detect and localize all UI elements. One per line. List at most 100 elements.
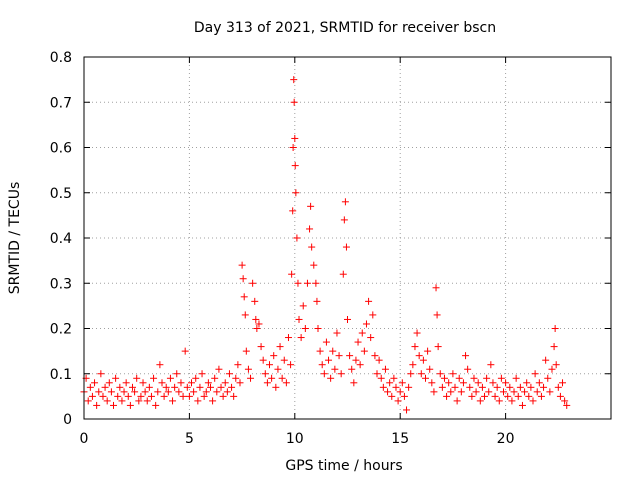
data-point — [392, 383, 400, 391]
data-point — [272, 383, 280, 391]
y-tick-label: 0.5 — [50, 186, 72, 202]
data-point — [225, 370, 233, 378]
data-point — [293, 234, 301, 242]
data-point — [318, 361, 326, 369]
data-point — [280, 356, 288, 364]
data-point — [120, 388, 128, 396]
data-point — [371, 352, 379, 360]
data-point — [360, 347, 368, 355]
data-point — [352, 356, 360, 364]
data-point — [128, 383, 136, 391]
data-point — [544, 374, 552, 382]
data-point — [322, 338, 330, 346]
data-point — [386, 379, 394, 387]
data-point — [464, 365, 472, 373]
data-point — [232, 374, 240, 382]
data-point — [310, 261, 318, 269]
data-point — [204, 379, 212, 387]
data-point — [270, 352, 278, 360]
data-point — [518, 401, 526, 409]
data-point — [307, 202, 315, 210]
data-point — [403, 406, 411, 414]
data-point — [202, 388, 210, 396]
data-point — [213, 388, 221, 396]
data-point — [325, 356, 333, 364]
data-point — [367, 334, 375, 342]
data-point — [251, 297, 259, 305]
data-point — [354, 338, 362, 346]
data-point — [276, 343, 284, 351]
data-point — [375, 356, 383, 364]
data-point — [292, 189, 300, 197]
data-point — [499, 388, 507, 396]
data-point — [440, 374, 448, 382]
data-point — [548, 365, 556, 373]
data-point — [447, 388, 455, 396]
data-point — [101, 383, 109, 391]
data-point — [495, 397, 503, 405]
data-point — [512, 374, 520, 382]
data-point — [93, 401, 101, 409]
data-point — [114, 392, 122, 400]
data-point — [179, 392, 187, 400]
data-point — [160, 392, 168, 400]
data-point — [379, 383, 387, 391]
data-point — [362, 320, 370, 328]
data-point — [462, 352, 470, 360]
data-point — [400, 392, 408, 400]
data-point — [533, 388, 541, 396]
data-point — [86, 383, 94, 391]
y-tick-label: 0.7 — [50, 95, 72, 111]
data-point — [384, 388, 392, 396]
data-point — [502, 379, 510, 387]
data-point — [247, 374, 255, 382]
data-point — [451, 383, 459, 391]
data-point — [554, 383, 562, 391]
data-point — [561, 397, 569, 405]
data-point — [181, 347, 189, 355]
data-point — [152, 401, 160, 409]
data-point — [116, 383, 124, 391]
data-point — [327, 374, 335, 382]
data-point — [508, 397, 516, 405]
data-point — [263, 379, 271, 387]
data-point — [294, 279, 302, 287]
data-point — [206, 383, 214, 391]
data-point — [409, 361, 417, 369]
data-point — [340, 216, 348, 224]
data-point — [388, 392, 396, 400]
data-point — [215, 365, 223, 373]
data-point — [143, 397, 151, 405]
data-point — [185, 392, 193, 400]
data-point — [396, 388, 404, 396]
x-tick-label: 20 — [497, 431, 515, 447]
axes: 0 5 10 15 20 0 0.1 0.2 0.3 0.4 0.5 0.6 0.7 0.8 — [50, 50, 611, 447]
data-point — [156, 361, 164, 369]
data-point — [217, 383, 225, 391]
data-point — [242, 347, 250, 355]
data-point — [433, 311, 441, 319]
data-point — [288, 270, 296, 278]
data-point — [551, 325, 559, 332]
data-point — [394, 397, 402, 405]
data-point — [421, 374, 429, 382]
data-point — [552, 361, 560, 369]
data-point — [525, 392, 533, 400]
data-point — [424, 347, 432, 355]
data-point — [419, 356, 427, 364]
data-point — [358, 329, 366, 337]
y-tick-label: 0.3 — [50, 276, 72, 292]
plot-frame — [83, 56, 612, 420]
data-point — [430, 388, 438, 396]
data-point — [472, 388, 480, 396]
data-point — [313, 297, 321, 305]
data-point — [190, 388, 198, 396]
data-point — [287, 361, 295, 369]
data-point — [124, 392, 132, 400]
data-point — [268, 374, 276, 382]
data-point — [346, 352, 354, 360]
data-point — [221, 379, 229, 387]
data-points — [80, 76, 571, 414]
data-point — [274, 365, 282, 373]
data-point — [434, 343, 442, 351]
